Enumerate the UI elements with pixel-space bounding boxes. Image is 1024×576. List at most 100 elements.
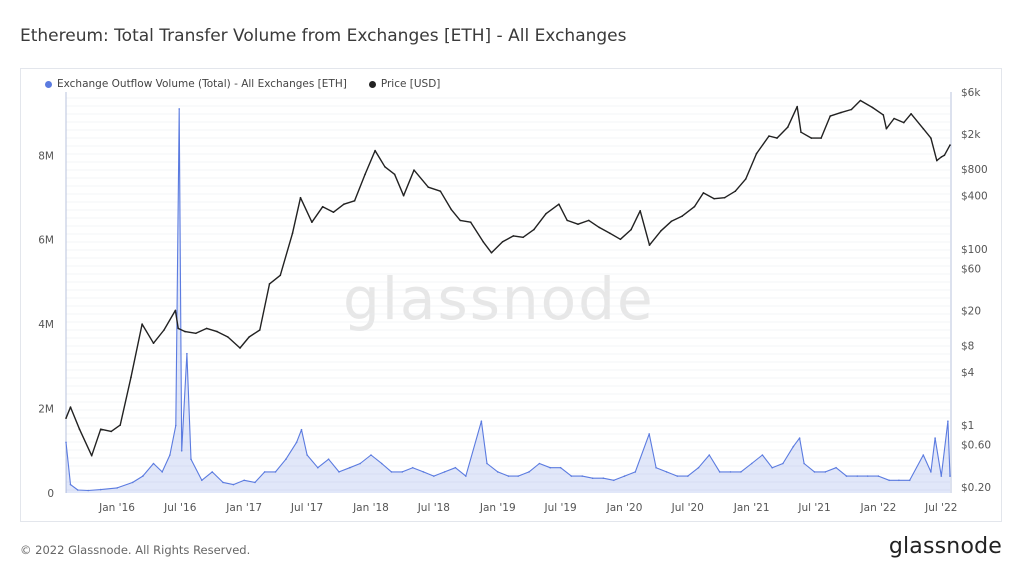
y-right-tick-label: $800 [961, 164, 988, 176]
price-point [922, 127, 925, 130]
price-point [702, 192, 705, 194]
series-line-volume [65, 108, 951, 492]
volume-point [648, 433, 650, 435]
volume-point [69, 483, 72, 486]
legend-item-price[interactable]: Price [USD] [368, 78, 441, 90]
volume-point [940, 475, 943, 477]
price-point [439, 190, 442, 192]
volume-point [803, 462, 805, 465]
price-point [268, 283, 271, 285]
volume-point [274, 471, 277, 473]
x-tick-label: Jul '18 [417, 502, 450, 514]
y-right-tick-label: $1 [961, 420, 974, 432]
price-point [343, 203, 345, 205]
volume-point [676, 475, 679, 477]
y-right-tick-label: $100 [961, 244, 988, 256]
legend-swatch-volume [45, 80, 52, 88]
price-point [259, 329, 261, 331]
price-point [630, 228, 632, 231]
price-point [882, 114, 885, 116]
y-right-tick-label: $0.20 [961, 482, 991, 494]
price-point [522, 236, 524, 239]
y-left-tick-label: 4M [38, 319, 54, 331]
x-tick-label: Jul '19 [543, 502, 576, 514]
price-point [768, 135, 770, 137]
price-point [332, 211, 335, 213]
price-point [829, 115, 831, 117]
volume-point [835, 466, 837, 469]
legend-swatch-price [368, 80, 376, 88]
volume-point [930, 471, 932, 473]
x-tick-label: Jul '21 [797, 502, 830, 514]
price-point [533, 228, 535, 231]
volume-point [433, 475, 435, 477]
price-point [216, 330, 218, 333]
volume-point [422, 471, 425, 473]
price-point [152, 342, 155, 345]
price-point [840, 111, 842, 114]
volume-point [729, 471, 732, 473]
y-right-tick-label: $0.60 [961, 440, 991, 452]
volume-point [370, 454, 372, 456]
legend-label-price: Price [USD] [380, 78, 441, 90]
volume-point [497, 471, 499, 473]
volume-point [180, 450, 183, 452]
volume-point [602, 477, 605, 480]
volume-point [655, 466, 657, 469]
volume-point [888, 479, 890, 482]
grid [66, 97, 950, 491]
volume-point [898, 479, 900, 482]
chart-panel [20, 68, 1002, 522]
volume-point [549, 466, 551, 469]
price-point [755, 152, 758, 155]
price-point [384, 166, 386, 168]
price-point [291, 232, 294, 235]
volume-point [538, 462, 541, 465]
price-point [850, 108, 853, 111]
price-point [393, 173, 396, 176]
price-point [90, 454, 93, 457]
volume-point [77, 489, 79, 491]
brand-logo: glassnode [888, 534, 1002, 559]
price-point [910, 113, 912, 115]
volume-point [65, 441, 67, 444]
y-right-tick-label: $6k [961, 87, 981, 99]
copyright-footer: © 2022 Glassnode. All Rights Reserved. [20, 543, 251, 557]
price-point [239, 347, 241, 349]
y-right-tick-label: $20 [961, 305, 981, 317]
volume-point [866, 475, 869, 477]
volume-point [232, 483, 235, 486]
price-point [279, 274, 282, 277]
y-left-tick-label: 6M [38, 235, 54, 247]
volume-point [178, 108, 180, 110]
volume-point [338, 471, 340, 473]
price-point [141, 323, 143, 325]
legend-item-volume[interactable]: Exchange Outflow Volume (Total) - All Ex… [45, 78, 347, 90]
volume-point [306, 454, 308, 456]
volume-point [443, 471, 446, 473]
price-point [501, 241, 504, 243]
price-point [885, 127, 888, 130]
price-point [800, 131, 802, 133]
y-right-tick-label: $400 [961, 191, 988, 203]
volume-point [782, 462, 784, 465]
price-point [943, 154, 946, 157]
volume-point [771, 466, 773, 469]
price-point [903, 121, 905, 124]
price-point [660, 230, 662, 232]
volume-point [634, 471, 637, 473]
price-point [713, 197, 715, 200]
price-point [577, 223, 579, 225]
price-point [353, 200, 356, 202]
volume-point [295, 441, 298, 444]
volume-point [131, 481, 134, 484]
volume-point [411, 466, 414, 469]
volume-point [697, 466, 700, 469]
volume-point [190, 458, 192, 461]
price-point [723, 196, 726, 199]
price-point [65, 417, 67, 420]
volume-point [570, 475, 573, 477]
price-point [588, 219, 590, 222]
axes [65, 92, 952, 493]
